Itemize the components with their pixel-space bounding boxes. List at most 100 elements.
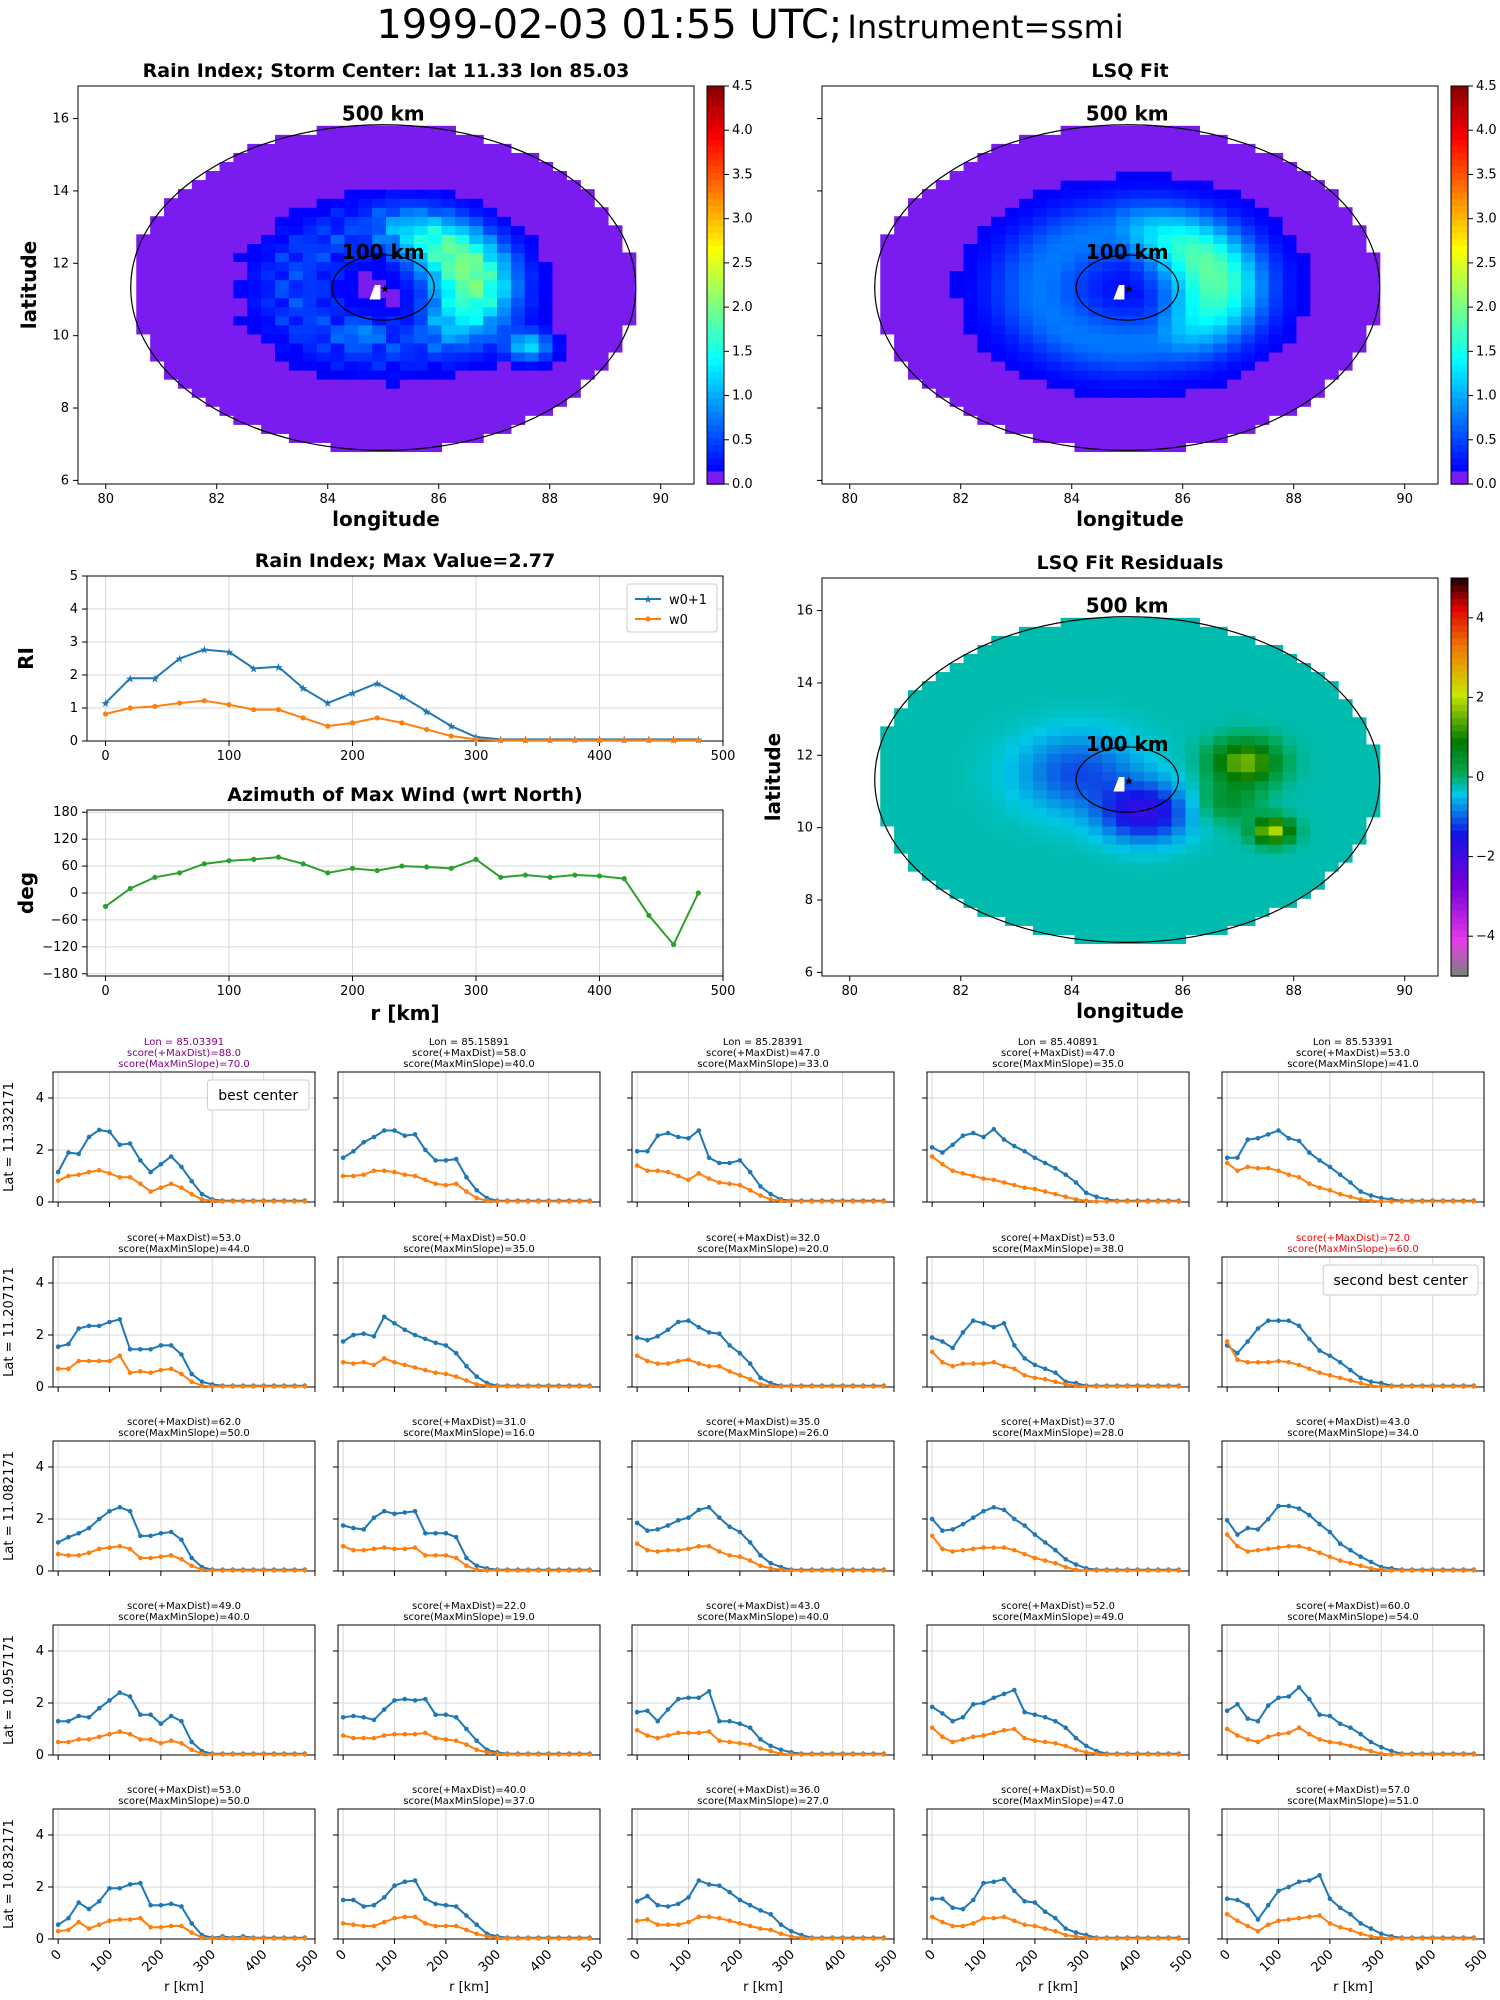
heatmap-cell: [607, 333, 623, 344]
heatmap-cell: [1130, 134, 1145, 145]
heatmap-cell: [908, 771, 923, 782]
colorbar-swatch: [707, 251, 724, 260]
heatmap-cell: [1213, 351, 1228, 362]
cell-data-point: [261, 1384, 266, 1389]
heatmap-cell: [1296, 726, 1311, 736]
heatmap-cell: [1268, 843, 1284, 854]
heatmap-cell: [191, 379, 207, 389]
cell-title-line: score(MaxMinSlope)=44.0: [118, 1244, 249, 1255]
heatmap-cell: [1130, 333, 1145, 344]
cell-data-point: [199, 1383, 205, 1388]
colorbar-tick-label: 0.0: [732, 477, 753, 492]
heatmap-cell: [1130, 379, 1145, 389]
cell-data-point: [474, 1374, 480, 1379]
heatmap-cell: [1130, 880, 1145, 890]
heatmap-cell: [977, 807, 992, 818]
heatmap-cell: [566, 388, 581, 398]
cell-data-point: [148, 1555, 153, 1561]
heatmap-cell: [1060, 789, 1076, 800]
colorbar-swatch: [1451, 218, 1468, 227]
cell-data-point: [96, 1358, 102, 1364]
heatmap-cell: [949, 690, 965, 700]
heatmap-cell: [1116, 270, 1131, 281]
heatmap-cell: [330, 424, 345, 434]
heatmap-cell: [316, 152, 332, 163]
heatmap-cell: [455, 433, 470, 443]
heatmap-cell: [164, 360, 179, 371]
heatmap-cell: [1005, 379, 1020, 389]
cell-data-point: [686, 1136, 691, 1141]
cell-title-line: score(MaxMinSlope)=40.0: [697, 1612, 828, 1623]
heatmap-cell: [1227, 726, 1242, 736]
cell-data-point: [1042, 1366, 1048, 1372]
heatmap-cell: [1046, 626, 1062, 637]
heatmap-cell: [413, 198, 429, 208]
heatmap-cell: [1227, 379, 1242, 389]
cell-data-point: [1235, 1357, 1240, 1362]
heatmap-cell: [1268, 397, 1284, 407]
heatmap-cell: [1254, 243, 1270, 254]
heatmap-cell: [399, 252, 415, 263]
cell-data-point: [1348, 1367, 1353, 1373]
colorbar-swatch: [707, 311, 724, 319]
cell-data-point: [1042, 1189, 1048, 1194]
cell-data-point: [117, 1317, 123, 1322]
heatmap-cell: [372, 333, 387, 344]
heatmap-cell: [1324, 234, 1339, 244]
cell-data-point: [474, 1188, 480, 1193]
grid-cell-r2c3: score(+MaxDist)=37.0score(MaxMinSlope)=2…: [922, 1417, 1190, 1576]
cell-data-point: [675, 1358, 681, 1364]
heatmap-cell: [1199, 825, 1214, 836]
figure-title-line: 1999-02-03 01:55 UTC; Instrument=ssmi: [0, 2, 1500, 48]
cell-data-point: [1430, 1384, 1435, 1389]
colorbar-frame: [706, 85, 725, 485]
heatmap-cell: [455, 379, 470, 389]
heatmap-cell: [496, 279, 512, 290]
data-point: [498, 874, 504, 880]
heatmap-cell: [386, 180, 401, 190]
cell-data-point: [371, 1334, 377, 1339]
colorbar-swatch: [1451, 823, 1468, 831]
cell-data-point: [443, 1531, 449, 1536]
heatmap-cell: [1074, 834, 1089, 845]
heatmap-cell: [177, 360, 193, 371]
colorbar-swatch: [1451, 278, 1468, 286]
heatmap-cell: [302, 306, 318, 317]
heatmap-cell: [538, 351, 554, 362]
heatmap-cell: [275, 180, 290, 190]
heatmap-cell: [247, 152, 262, 163]
heatmap-cell: [413, 152, 429, 163]
heatmap-cell: [1102, 152, 1117, 163]
heatmap-cell: [1060, 161, 1076, 172]
heatmap-cell: [1282, 726, 1298, 736]
heatmap-cell: [1157, 617, 1173, 628]
heatmap-cell: [1296, 333, 1311, 344]
heatmap-cell: [386, 216, 401, 226]
x-tick-label: 86: [430, 492, 447, 507]
heatmap-cell: [427, 216, 443, 226]
cell-data-point: [1032, 1712, 1038, 1717]
heatmap-cell: [1060, 898, 1076, 908]
cell-data-point: [758, 1746, 763, 1751]
heatmap-cell: [1060, 379, 1076, 389]
heatmap-cell: [261, 379, 276, 389]
heatmap-cell: [261, 324, 276, 335]
heatmap-cell: [1351, 744, 1367, 755]
heatmap-cell: [358, 333, 373, 344]
heatmap-cell: [880, 252, 895, 263]
cell-series-blue: [931, 1319, 1179, 1387]
heatmap-cell: [1199, 134, 1214, 145]
heatmap-cell: [483, 306, 498, 317]
y-tick-label: 2: [36, 1143, 44, 1158]
cell-data-point: [758, 1184, 763, 1189]
colorbar-swatch: [1451, 185, 1468, 193]
heatmap-cell: [1227, 388, 1242, 398]
heatmap-cell: [386, 252, 401, 263]
cell-title-line: score(MaxMinSlope)=28.0: [992, 1428, 1123, 1439]
heatmap-cell: [233, 152, 248, 163]
heatmap-cell: [1310, 198, 1325, 208]
heatmap-cell: [921, 234, 937, 244]
cell-title-line: score(MaxMinSlope)=19.0: [403, 1612, 534, 1623]
heatmap-cell: [880, 798, 895, 809]
heatmap-cell: [1005, 161, 1020, 172]
